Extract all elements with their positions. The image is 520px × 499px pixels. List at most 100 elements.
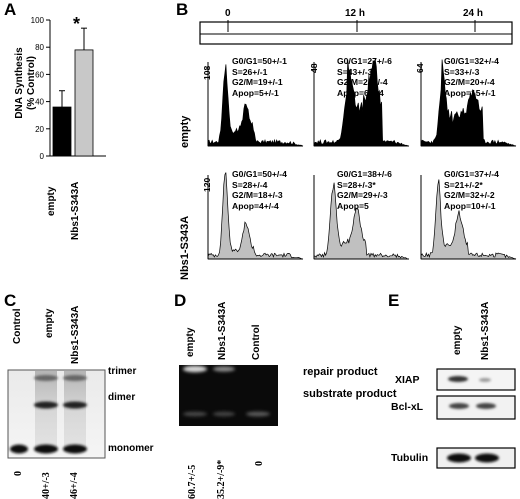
band-xiap-mutant bbox=[479, 378, 491, 382]
time-label-12: 12 h bbox=[345, 8, 366, 19]
panel-c-gel bbox=[7, 369, 106, 459]
panel-label-e: E bbox=[388, 291, 400, 310]
time-label-0: 0 bbox=[225, 8, 231, 19]
panel-b-histograms bbox=[207, 58, 517, 260]
band-repair-empty bbox=[183, 365, 207, 373]
histogram-empty-1 bbox=[313, 58, 410, 147]
band-bclxl-mutant bbox=[476, 403, 496, 409]
stat-line: G2/M=18+/-3 bbox=[232, 190, 283, 200]
band-trimer-empty bbox=[34, 375, 58, 381]
stat-line: Apop=10+/-1 bbox=[444, 200, 496, 211]
stat-line: G2/M=19+/-1 bbox=[232, 77, 283, 87]
panel-a-chart: 0 20 40 60 80 100 bbox=[31, 16, 106, 161]
y-tick-label: 0 bbox=[40, 152, 45, 161]
stat-line: G2/M=24+/-4 bbox=[337, 77, 388, 87]
panel-c-band-trimer: trimer bbox=[108, 366, 137, 377]
panel-b-frame bbox=[199, 20, 513, 45]
panel-d-lane-mutant: Nbs1-S343A bbox=[217, 301, 228, 360]
stat-line: G2/M=32+/-2 bbox=[444, 190, 495, 200]
stats-mutant-0h: G0/G1=50+/-4 S=28+/-4 G2/M=18+/-3 Apop=4… bbox=[232, 169, 287, 211]
panel-d-lane-control: Control bbox=[251, 324, 262, 360]
stat-line: G0/G1=32+/-4 bbox=[444, 56, 499, 66]
blot-xiap-box bbox=[436, 368, 516, 391]
panel-d-value-empty: 60.7+/-5 bbox=[187, 464, 198, 499]
band-repair-mutant bbox=[213, 366, 235, 372]
y-tick-label: 40 bbox=[35, 98, 44, 107]
panel-label-c: C bbox=[4, 291, 17, 310]
panel-e-row-tubulin: Tubulin bbox=[391, 452, 429, 464]
blot-bclxl-box bbox=[436, 395, 516, 420]
stat-line: G0/G1=27+/-6 bbox=[337, 56, 392, 66]
panel-d-lane-empty: empty bbox=[185, 327, 196, 357]
band-substrate-empty bbox=[183, 411, 207, 417]
panel-d-gel-box bbox=[179, 365, 278, 426]
stat-line: Apop=4+/-4 bbox=[232, 200, 279, 211]
panel-d-band-repair: repair product bbox=[303, 366, 378, 378]
y-tick-label: 80 bbox=[35, 43, 44, 52]
smear-mutant bbox=[64, 371, 86, 451]
stats-empty-12h: G0/G1=27+/-6 S=43+/-3 G2/M=24+/-4 Apop=6… bbox=[337, 56, 392, 98]
band-tubulin-mutant bbox=[475, 453, 499, 463]
band-substrate-mutant bbox=[213, 411, 235, 417]
histogram-mutant-0 bbox=[207, 172, 304, 260]
panel-e-lane-mutant: Nbs1-S343A bbox=[480, 301, 491, 360]
stat-line: S=26+/-1 bbox=[232, 66, 268, 77]
band-monomer-empty bbox=[34, 444, 58, 454]
stat-line: G0/G1=50+/-1 bbox=[232, 56, 287, 66]
panel-e-row-xiap: XIAP bbox=[395, 374, 420, 386]
stat-line: G0/G1=37+/-4 bbox=[444, 169, 499, 179]
band-dimer-mutant bbox=[63, 401, 87, 409]
panel-c-value-control: 0 bbox=[13, 471, 24, 476]
panel-d-value-control: 0 bbox=[254, 461, 265, 466]
panel-label-b: B bbox=[176, 0, 189, 19]
band-xiap-empty bbox=[448, 376, 468, 382]
panel-c-value-empty: 40+/-3 bbox=[41, 472, 52, 499]
stat-line: G2/M=20+/-4 bbox=[444, 77, 495, 87]
stat-line: G0/G1=50+/-4 bbox=[232, 169, 287, 179]
band-substrate-control bbox=[246, 411, 270, 417]
panel-e-lane-empty: empty bbox=[452, 325, 463, 355]
stat-line: G0/G1=38+/-6 bbox=[337, 169, 392, 179]
band-bclxl-empty bbox=[449, 403, 469, 409]
stats-mutant-24h: G0/G1=37+/-4 S=21+/-2* G2/M=32+/-2 Apop=… bbox=[444, 169, 499, 211]
stat-line: G2/M=29+/-3 bbox=[337, 190, 388, 200]
stat-line: Apop=5+/-1 bbox=[232, 87, 279, 98]
time-axis-box bbox=[199, 21, 513, 45]
stats-empty-0h: G0/G1=50+/-1 S=26+/-1 G2/M=19+/-1 Apop=5… bbox=[232, 56, 287, 98]
panel-label-d: D bbox=[174, 291, 187, 310]
smear-empty bbox=[35, 371, 57, 451]
panel-a-asterisk: * bbox=[73, 14, 81, 34]
stat-line: S=28+/-4 bbox=[232, 179, 268, 190]
band-tubulin-empty bbox=[447, 453, 471, 463]
time-label-24: 24 h bbox=[463, 8, 484, 19]
histogram-mutant-2 bbox=[420, 179, 517, 260]
band-trimer-mutant bbox=[63, 375, 87, 381]
stat-line: S=28+/-3* bbox=[337, 179, 376, 190]
stat-line: Apop=6+/-4 bbox=[337, 87, 384, 98]
panel-label-a: A bbox=[4, 0, 17, 19]
histogram-empty-2 bbox=[420, 59, 517, 147]
y-tick-label: 60 bbox=[35, 70, 44, 79]
stats-empty-24h: G0/G1=32+/-4 S=33+/-3 G2/M=20+/-4 Apop=1… bbox=[444, 56, 499, 98]
band-dimer-empty bbox=[34, 401, 58, 409]
y-tick-label: 20 bbox=[35, 125, 44, 134]
panel-c-value-mutant: 46+/-4 bbox=[69, 472, 80, 499]
panel-d-value-mutant: 35.2+/-9* bbox=[216, 459, 227, 499]
panel-c-band-dimer: dimer bbox=[108, 392, 136, 403]
stat-line: S=21+/-2* bbox=[444, 179, 483, 190]
histogram-empty-0 bbox=[207, 64, 304, 147]
panel-e-blots bbox=[436, 368, 516, 469]
band-monomer-mutant bbox=[63, 444, 87, 454]
panel-d-band-substrate: substrate product bbox=[303, 388, 397, 400]
band-monomer-control bbox=[10, 444, 28, 454]
stat-line: S=43+/-3 bbox=[337, 66, 373, 77]
y-tick-label: 100 bbox=[31, 16, 45, 25]
stat-line: S=33+/-3 bbox=[444, 66, 480, 77]
stat-line: Apop=5 bbox=[337, 200, 369, 211]
stats-mutant-12h: G0/G1=38+/-6 S=28+/-3* G2/M=29+/-3 Apop=… bbox=[337, 169, 392, 211]
panel-c-band-monomer: monomer bbox=[108, 443, 154, 454]
stat-line: Apop=15+/-1 bbox=[444, 87, 496, 98]
panel-e-row-bclxl: Bcl-xL bbox=[391, 401, 424, 413]
panel-d-gel bbox=[179, 365, 278, 426]
